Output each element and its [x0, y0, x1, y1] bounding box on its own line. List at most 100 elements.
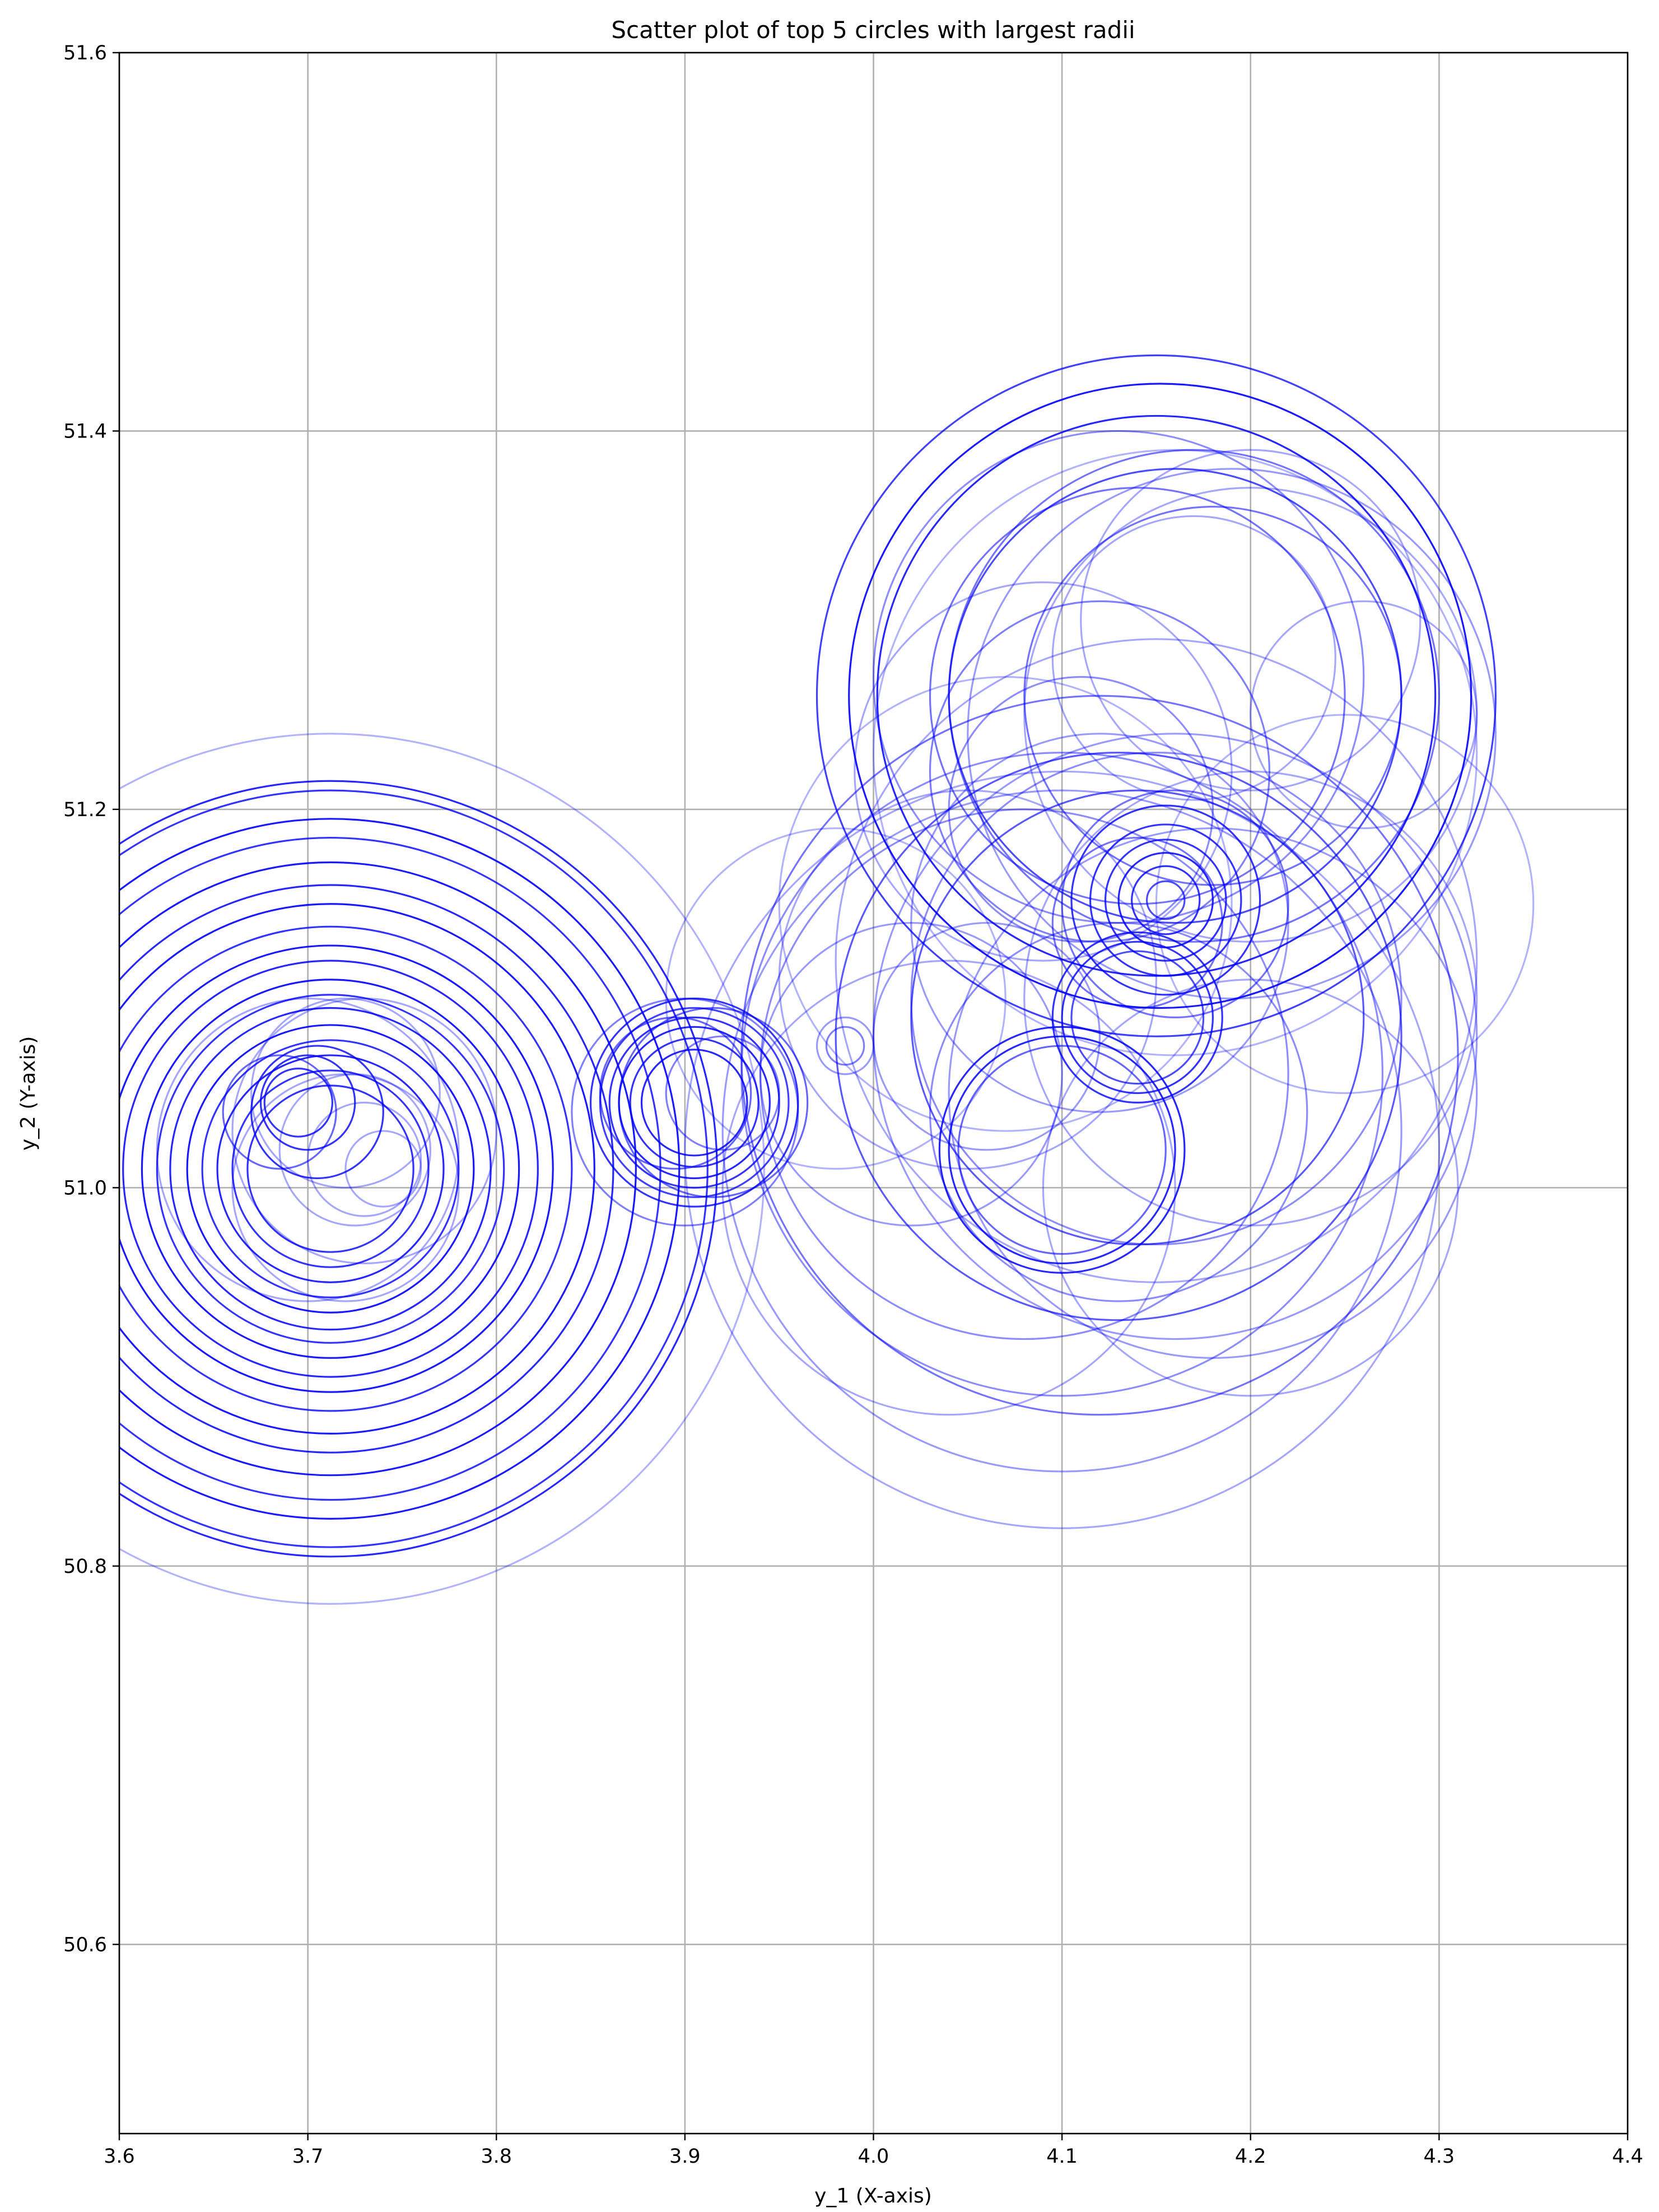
y-tick-label: 51.0: [63, 1177, 107, 1199]
circle-mark: [1155, 714, 1535, 1095]
circle-mark: [250, 998, 441, 1189]
circle-mark: [1023, 770, 1478, 1227]
circle-mark: [740, 751, 1383, 1397]
circle-mark: [1250, 600, 1478, 830]
y-tick-label: 51.6: [63, 42, 107, 64]
circle-mark: [1089, 823, 1242, 977]
circle-mark: [141, 979, 520, 1359]
x-tick-label: 4.3: [1424, 2145, 1455, 2168]
circle-mark: [119, 861, 637, 1477]
circle-mark: [948, 1035, 1176, 1265]
axis-ticks: 3.6 3.7 3.8 3.9 4.0 4.1 4.2 4.3 4.4 50.6 50.8 51.0 5…: [63, 42, 1643, 2168]
circle-mark: [872, 449, 1478, 1056]
y-tick-label: 51.4: [63, 420, 107, 443]
circle-mark: [948, 449, 1440, 943]
circle-mark: [910, 733, 1289, 1113]
circle-mark: [835, 638, 1478, 1283]
circle-mark: [684, 770, 1440, 1529]
circle-cluster-1: [119, 733, 765, 1605]
circle-mark: [231, 998, 497, 1265]
circle-mark: [1042, 979, 1459, 1397]
circle-mark: [1051, 836, 1223, 1009]
circle-mark: [119, 944, 554, 1393]
x-tick-label: 3.9: [669, 2145, 701, 2168]
circle-mark: [222, 1054, 337, 1170]
circle-mark: [835, 751, 1402, 1321]
circle-mark: [307, 1101, 422, 1217]
circle-mark: [1104, 839, 1227, 962]
circle-mark: [872, 430, 1365, 924]
circle-mark: [599, 1016, 752, 1170]
circle-mark: [263, 1067, 333, 1138]
circle-mark: [825, 1026, 865, 1066]
circle-mark: [156, 998, 460, 1302]
circle-mark: [848, 383, 1472, 1009]
circle-mark: [815, 1016, 875, 1075]
circle-mark: [948, 827, 1478, 1359]
circle-mark: [854, 581, 1233, 962]
circle-mark: [231, 1073, 460, 1302]
circle-mark: [778, 789, 1158, 1170]
circle-mark: [216, 1054, 445, 1283]
x-tick-label: 3.6: [104, 2145, 135, 2168]
circle-mark: [278, 1073, 432, 1227]
circle-mark: [872, 921, 1101, 1151]
circle-mark: [169, 1007, 492, 1331]
chart-title: Scatter plot of top 5 circles with large…: [611, 16, 1135, 44]
circle-mark: [967, 468, 1497, 1000]
circle-mark: [1070, 804, 1261, 996]
x-tick-label: 4.2: [1235, 2145, 1266, 2168]
circle-mark: [1131, 865, 1201, 935]
circle-mark: [250, 1045, 384, 1180]
circle-mark: [910, 751, 1402, 1246]
circle-mark: [721, 960, 1176, 1416]
circle-mark: [721, 789, 1402, 1473]
circle-mark: [665, 827, 1006, 1170]
circle-mark: [1061, 789, 1289, 1019]
circle-mark: [740, 695, 1459, 1416]
circle-cluster-5: [665, 638, 1535, 1529]
circle-mark: [1051, 515, 1336, 801]
circle-mark: [1146, 880, 1186, 920]
circle-marks: [119, 354, 1535, 1605]
circle-mark: [1061, 940, 1214, 1095]
circle-mark: [1080, 449, 1422, 791]
circle-mark: [778, 676, 1233, 1132]
circle-mark: [119, 733, 765, 1605]
y-axis-label: y_2 (Y-axis): [17, 1036, 40, 1151]
circle-mark: [665, 1035, 780, 1151]
circle-mark: [640, 1049, 748, 1157]
circle-mark: [231, 1069, 430, 1268]
x-axis-label: y_1 (X-axis): [814, 2185, 932, 2208]
circle-mark: [759, 921, 1063, 1227]
circle-mark: [815, 354, 1497, 1037]
circle-mark: [872, 733, 1478, 1340]
circle-mark: [1070, 950, 1205, 1085]
circle-mark: [119, 780, 718, 1558]
x-tick-label: 4.4: [1612, 2145, 1643, 2168]
circle-mark: [186, 1024, 475, 1314]
y-tick-label: 51.2: [63, 799, 107, 821]
x-tick-label: 4.1: [1046, 2145, 1078, 2168]
circle-mark: [910, 789, 1365, 1246]
circle-mark: [929, 487, 1346, 905]
x-tick-label: 3.8: [481, 2145, 512, 2168]
circle-mark: [201, 1039, 460, 1298]
circle-mark: [571, 998, 799, 1227]
circle-mark: [259, 1054, 356, 1151]
circle-mark: [119, 789, 709, 1548]
circle-mark: [156, 994, 505, 1344]
circle-mark: [618, 1007, 809, 1198]
circle-mark: [929, 921, 1308, 1302]
circle-mark: [344, 1130, 422, 1208]
circle-mark: [119, 925, 573, 1412]
y-tick-label: 50.6: [63, 1934, 107, 1956]
circle-mark: [957, 1045, 1167, 1255]
circle-cluster-2: [571, 998, 875, 1227]
x-tick-label: 3.7: [292, 2145, 324, 2168]
y-tick-label: 50.8: [63, 1556, 107, 1578]
circle-mark: [122, 960, 539, 1378]
circle-mark: [119, 903, 595, 1435]
